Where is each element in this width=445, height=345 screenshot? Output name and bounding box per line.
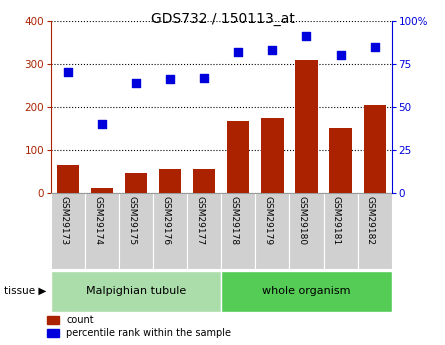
Text: GSM29182: GSM29182 [366,196,375,245]
Text: whole organism: whole organism [262,286,351,296]
Bar [290,193,324,269]
Bar [222,193,255,269]
Point [235,49,242,55]
Point [269,47,276,53]
Text: GSM29175: GSM29175 [127,196,136,245]
Text: GSM29174: GSM29174 [93,196,102,245]
Text: GSM29177: GSM29177 [195,196,204,245]
Text: tissue ▶: tissue ▶ [4,286,47,296]
Text: GSM29173: GSM29173 [59,196,68,245]
Point [303,33,310,39]
Text: GSM29181: GSM29181 [332,196,340,245]
Bar [227,121,250,193]
Bar [295,60,318,193]
Bar [159,169,182,193]
Text: GSM29176: GSM29176 [162,196,170,245]
Text: GSM29178: GSM29178 [230,196,239,245]
Bar [364,105,386,193]
Bar [187,193,222,269]
Text: GSM29180: GSM29180 [298,196,307,245]
Bar [91,188,113,193]
Point [167,77,174,82]
Bar [153,193,187,269]
Bar [329,128,352,193]
Bar [193,169,215,193]
Bar [222,271,392,312]
Point [371,44,378,49]
Point [201,75,208,80]
Point [337,52,344,58]
Legend: count, percentile rank within the sample: count, percentile rank within the sample [45,313,233,340]
Bar [255,193,290,269]
Bar [261,118,283,193]
Text: GDS732 / 150113_at: GDS732 / 150113_at [150,12,295,26]
Bar [57,165,79,193]
Text: Malpighian tubule: Malpighian tubule [86,286,186,296]
Bar [85,193,119,269]
Bar [51,193,85,269]
Point [133,80,140,86]
Bar [125,172,147,193]
Bar [51,271,222,312]
Bar [358,193,392,269]
Text: GSM29179: GSM29179 [263,196,272,245]
Bar [324,193,358,269]
Bar [119,193,153,269]
Point [99,121,106,127]
Point [65,70,72,75]
